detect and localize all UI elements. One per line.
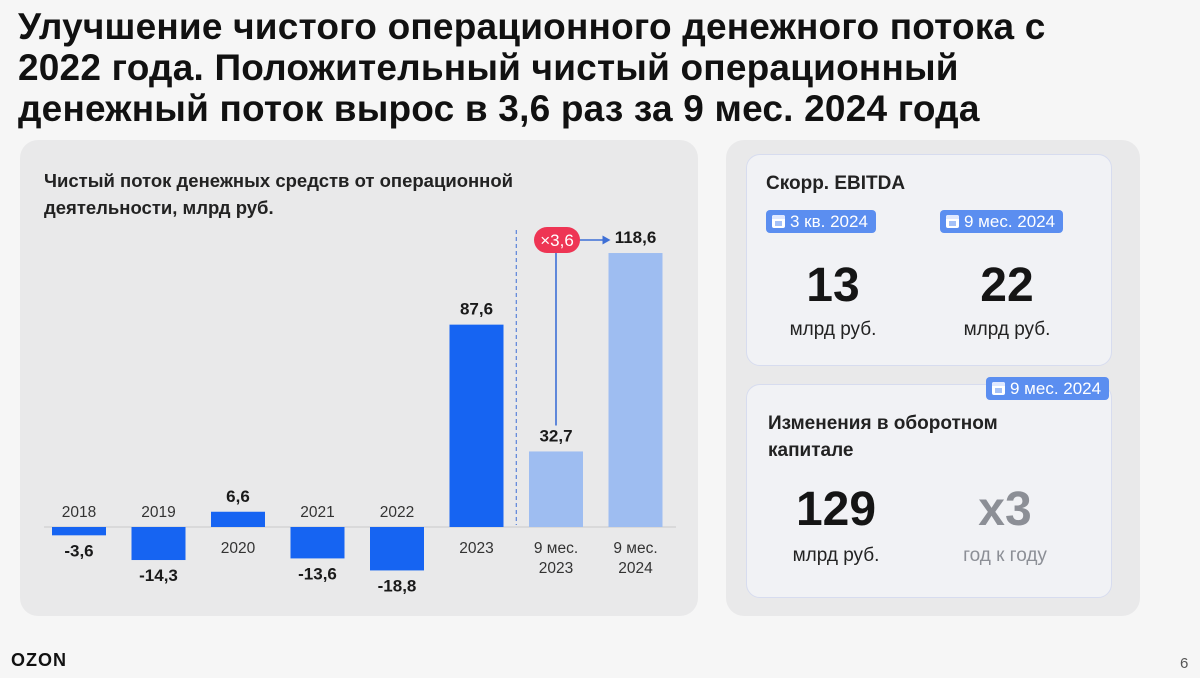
- value-label-0: -3,6: [64, 541, 93, 560]
- working-capital-title-line-2: капитале: [768, 440, 854, 461]
- category-label-5: 2023: [459, 540, 493, 557]
- category-label-7-1: 2024: [618, 560, 653, 577]
- slide-headline: Улучшение чистого операционного денежног…: [18, 6, 1178, 129]
- value-label-3: -13,6: [298, 564, 337, 583]
- category-label-4: 2022: [380, 504, 414, 521]
- working-capital-card: [746, 384, 1112, 598]
- bar-6: [529, 451, 583, 527]
- working-capital-growth-label: год к году: [963, 545, 1047, 566]
- working-capital-badge: 9 мес. 2024: [986, 377, 1110, 400]
- category-label-0: 2018: [62, 504, 96, 521]
- working-capital-title: Изменения в оборотном капитале: [768, 410, 998, 464]
- ebitda-9m-badge: 9 мес. 2024: [940, 210, 1064, 233]
- category-label-7-0: 9 мес.: [613, 540, 657, 557]
- value-label-4: -18,8: [378, 576, 417, 595]
- calendar-icon: [946, 215, 959, 228]
- ebitda-q3-value: 13: [806, 259, 860, 312]
- working-capital-badge-label: 9 мес. 2024: [1010, 379, 1102, 398]
- working-capital-value: 129: [795, 483, 877, 536]
- value-label-6: 32,7: [539, 426, 572, 445]
- headline-line-3: денежный поток вырос в 3,6 раз за 9 мес.…: [18, 88, 980, 129]
- headline-line-2: 2022 года. Положительный чистый операцио…: [18, 47, 959, 88]
- ebitda-q3-badge-label: 3 кв. 2024: [790, 212, 868, 231]
- growth-label: ×3,6: [540, 231, 574, 250]
- bar-5: [449, 324, 504, 527]
- value-label-7: 118,6: [615, 228, 657, 247]
- value-label-1: -14,3: [139, 566, 178, 585]
- bar-1: [131, 527, 186, 561]
- ebitda-card: [746, 154, 1112, 366]
- ebitda-q3-unit: млрд руб.: [789, 319, 877, 340]
- bar-3: [290, 527, 345, 559]
- page-number: 6: [1180, 655, 1189, 672]
- ebitda-9m-badge-label: 9 мес. 2024: [964, 212, 1056, 231]
- bar-0: [52, 527, 106, 536]
- value-label-2: 6,6: [226, 487, 250, 506]
- working-capital-title-line-1: Изменения в оборотном: [768, 413, 998, 434]
- bar-2: [211, 511, 265, 527]
- value-label-5: 87,6: [460, 300, 493, 319]
- bar-4: [370, 527, 424, 571]
- calendar-icon: [772, 215, 785, 228]
- category-label-2: 2020: [221, 540, 256, 557]
- ebitda-9m-unit: млрд руб.: [963, 319, 1051, 340]
- bar-7: [608, 253, 663, 527]
- category-label-3: 2021: [300, 504, 334, 521]
- ozon-logo: OZON: [11, 650, 67, 670]
- growth-pill: [534, 227, 580, 253]
- category-label-6-1: 2023: [539, 560, 573, 577]
- category-label-6-0: 9 мес.: [534, 540, 578, 557]
- ebitda-title: Скорр. EBITDA: [766, 173, 906, 194]
- chart-title-line-1: Чистый поток денежных средств от операци…: [44, 170, 514, 191]
- chart-title-line-2: деятельности, млрд руб.: [44, 197, 274, 218]
- calendar-icon: [992, 382, 1005, 395]
- ebitda-q3-badge: 3 кв. 2024: [766, 210, 876, 233]
- working-capital-growth-value: x3: [978, 483, 1032, 536]
- working-capital-unit: млрд руб.: [792, 545, 880, 566]
- growth-arrowhead: [602, 235, 611, 245]
- chart-title: Чистый поток денежных средств от операци…: [44, 167, 644, 221]
- category-label-1: 2019: [141, 504, 175, 521]
- ebitda-9m-value: 22: [980, 259, 1034, 312]
- headline-line-1: Улучшение чистого операционного денежног…: [18, 6, 1046, 47]
